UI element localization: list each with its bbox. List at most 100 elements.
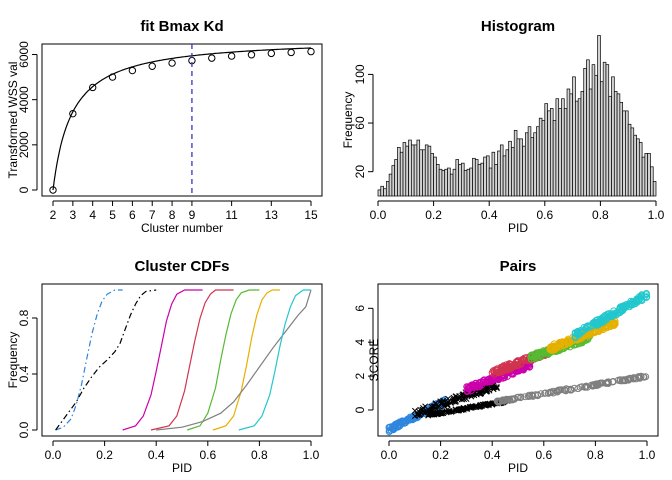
pair-point (502, 361, 510, 369)
wss-point (287, 48, 295, 57)
pair-point (496, 368, 504, 376)
panel3-plot-area: 0.0 0.2 0.4 0.6 0.8 1.0 0.0 0.4 0.8 (17, 289, 320, 462)
pair-point (642, 373, 650, 381)
cdf-line (156, 289, 312, 431)
pair-point (549, 346, 557, 354)
pair-point (519, 356, 527, 364)
histogram-bar (461, 162, 465, 197)
histogram-bar (502, 155, 507, 197)
histogram-bar (411, 144, 415, 197)
wss-point (88, 83, 97, 92)
histogram-bar (399, 151, 404, 197)
histogram-bar (569, 93, 573, 197)
histogram-bar (433, 156, 437, 197)
pair-point (486, 401, 492, 407)
pair-point (528, 392, 536, 400)
cdf-line (55, 289, 157, 431)
panel3-ylabel: Frequency (6, 332, 20, 389)
pair-point (604, 378, 612, 386)
pair-point (493, 385, 500, 392)
pair-point (514, 393, 522, 401)
histogram-bar (511, 147, 515, 197)
histogram-bar (413, 144, 418, 197)
pair-point (582, 382, 590, 390)
histogram-bar (644, 153, 649, 197)
x-tick-label: 5 (109, 208, 116, 222)
panel3-xlabel: PID (172, 461, 192, 475)
histogram-bar (555, 98, 560, 197)
histogram-bar (561, 98, 565, 197)
histogram-bar (583, 67, 587, 197)
histogram-bar (491, 151, 496, 197)
histogram-bar (619, 102, 623, 197)
histogram-bar (627, 123, 632, 197)
pair-point (528, 353, 536, 360)
histogram-bar (494, 164, 498, 197)
histogram-bar (580, 91, 585, 197)
histogram-bar (597, 35, 601, 197)
histogram-bar (622, 110, 626, 197)
pair-point (434, 409, 441, 416)
pair-point (633, 295, 641, 303)
cdf-line (55, 289, 123, 431)
y-tick-label: 0.8 (17, 309, 31, 326)
pair-point (557, 386, 565, 394)
histogram-bar (602, 61, 607, 197)
panel1-title: fit Bmax Kd (140, 18, 223, 35)
histogram-bar (391, 165, 396, 197)
pair-point (541, 389, 549, 397)
x-tick-label: 0.4 (484, 448, 501, 462)
pair-point (525, 391, 533, 399)
pair-point (616, 377, 624, 385)
pair-point (576, 330, 584, 338)
panel2-xlabel: PID (508, 221, 528, 235)
histogram-bar (472, 157, 476, 197)
x-tick-label: 2 (50, 208, 57, 222)
x-tick-label: 0.8 (251, 448, 268, 462)
x-tick-label: 0.8 (587, 448, 604, 462)
pair-point (467, 387, 475, 395)
panel4-plot-area: 0.0 0.2 0.4 0.6 0.8 1.0 0 2 4 6 (353, 290, 656, 462)
panel-fit-bmax-kd: fit Bmax Kd 2 3 4 5 6 7 8 9 11 13 150200040006000 … (6, 18, 323, 235)
histogram-bar (544, 103, 548, 197)
histogram-bar (499, 144, 504, 197)
histogram-bar (588, 88, 593, 197)
pair-point (604, 310, 612, 318)
histogram-bar (477, 164, 482, 197)
pair-point (498, 365, 505, 373)
histogram-bar (533, 132, 537, 197)
wss-point (108, 73, 117, 81)
pair-point (621, 377, 629, 384)
histogram-bar (625, 110, 629, 197)
histogram-bar (616, 93, 621, 197)
pair-point (642, 291, 650, 299)
histogram-bar (474, 159, 479, 197)
panel2-plot-area: 0.0 0.2 0.4 0.6 0.8 1.0 20 60 100 (353, 35, 665, 222)
x-tick-label: 0.8 (592, 208, 609, 222)
histogram-bar (586, 59, 590, 197)
histogram-bar (469, 167, 473, 197)
panel4-ylabel: SCORE (367, 339, 381, 382)
panel4-xlabel: PID (508, 461, 528, 475)
histogram-bar (538, 117, 543, 197)
histogram-bar (524, 132, 529, 197)
wss-point (307, 47, 315, 56)
histogram-bar (566, 88, 571, 197)
pair-point (458, 396, 465, 403)
histogram-bar (636, 138, 640, 197)
histogram-bar (547, 110, 551, 197)
pair-point (452, 393, 459, 400)
x-tick-label: 0.0 (381, 448, 398, 462)
histogram-bar (536, 126, 540, 197)
wss-point (148, 62, 156, 70)
pair-point (635, 373, 642, 381)
histogram-bar (424, 144, 429, 197)
pair-point (527, 355, 535, 363)
histogram-bar (422, 149, 426, 197)
histogram-bar (513, 129, 518, 197)
histogram-bar (397, 147, 401, 197)
x-tick-label: 0.6 (199, 448, 216, 462)
x-tick-label: 9 (189, 208, 196, 222)
pair-point (626, 301, 634, 309)
histogram-bar (394, 159, 398, 197)
